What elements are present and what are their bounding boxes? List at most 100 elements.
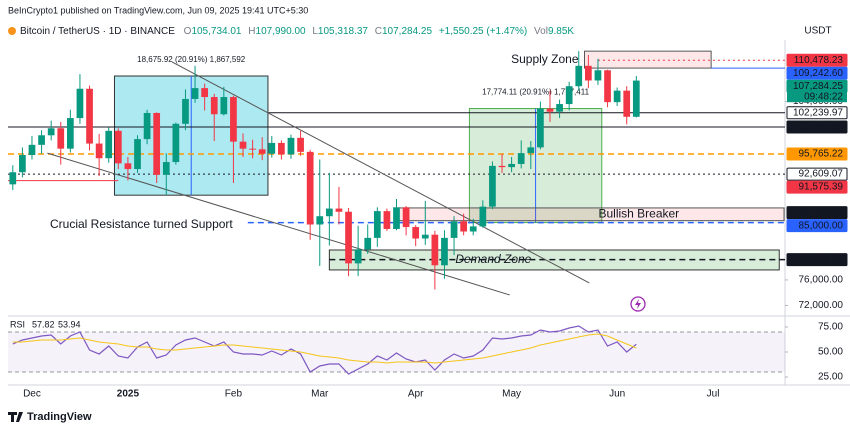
candle-body [172,123,180,163]
volume-key: Vol [534,26,548,37]
ohlc-key: C [375,26,382,37]
alert-bolt [635,299,641,309]
ohlc-value: 105,318.37 [318,26,368,37]
y-tick-label: 25.00 [818,372,843,383]
price-label-box [786,66,848,80]
candle-body [460,221,468,232]
candle-body [623,90,631,117]
countdown-box [787,91,847,103]
currency: USDT [804,26,831,37]
brand: TradingView [27,411,92,423]
price-label: 91,575.39 [799,182,844,193]
candle-body [489,165,496,207]
candle-body [9,172,17,185]
candle-body [565,86,573,105]
x-tick-label: Jun [609,389,625,400]
price-label-box [786,106,848,120]
candle-body [38,135,45,145]
price-label: 102,239.97 [793,107,843,118]
candle-body [278,142,285,155]
zone-label: Supply Zone [511,52,579,66]
x-tick-label: Apr [408,389,424,400]
price-label-box [786,180,848,194]
candle-body [527,147,535,154]
ohlc-key: H [248,26,255,37]
price-label: 107,284.25 [793,81,843,92]
candle-body [47,128,55,136]
candle-body [421,234,429,239]
candle-body [594,70,602,81]
zone [584,50,712,69]
candle-body [373,211,381,238]
candle-body [441,237,448,266]
rsi-line [12,333,637,364]
y-tick-label: 50.00 [818,347,843,358]
annotation: Crucial Resistance turned Support [50,217,233,231]
rsi-line [12,325,637,375]
candle-body [220,97,228,115]
candle-body [546,108,554,112]
candle-body [95,143,103,159]
candle-body [345,211,352,264]
y-tick-label: 72,000.00 [799,300,844,311]
candle-body [153,112,161,175]
candle-body [134,139,141,170]
candle-body [143,112,151,140]
candle-body [268,142,276,154]
zone [396,207,785,222]
candle-body [28,144,36,156]
symbol-icon [8,27,16,35]
candle-body [57,128,65,149]
x-tick-label: May [502,389,521,400]
candle-body [182,98,189,124]
x-tick-label: Mar [311,389,329,400]
price-label-box [786,120,848,134]
candle-body [508,163,515,168]
y-tick-label: 75.00 [818,322,843,333]
zone-label: Bullish Breaker [598,206,679,220]
candle-body [613,90,621,103]
candle-body [105,130,113,159]
candle-body [76,88,84,119]
ohlc-key: L [312,26,318,37]
candle-body [402,207,410,228]
price-label: 85,000.00 [799,220,844,231]
price-label: 79,186.33 [799,254,844,265]
trendline [171,61,590,284]
price-label-box [786,147,848,161]
candle-body [450,221,458,238]
candle-body [632,80,640,117]
candle-body [604,70,611,103]
trendline [47,152,510,296]
candle-body [335,208,343,212]
candle-body [383,211,391,229]
candle-body [412,227,420,239]
price-label-box [786,253,848,267]
ohlc-value: 105,734.01 [191,26,241,37]
rsi-title: RSI [10,319,25,329]
countdown: 09:48:22 [804,91,843,102]
ohlc-value: 107,990.00 [256,26,306,37]
candle-body [210,97,218,115]
price-label: 86,562.45 [799,207,844,218]
price-label: 95,765.22 [799,149,844,160]
candle-body [249,148,256,150]
measure-label: 17,774.11 (20.91%) 1,777,411 [482,88,589,97]
price-label-box [786,53,848,67]
y-tick-label: 76,000.00 [799,275,844,286]
change: +1,550.25 (+1.47%) [439,26,527,37]
symbol-line: Bitcoin / TetherUS · 1D · BINANCE O105,7… [20,26,574,37]
price-label: 100,000.00 [793,122,843,133]
candle-body [297,137,304,152]
price-label-box [786,219,848,233]
rsi-value: 53.94 [58,319,81,329]
candle-body [258,149,266,154]
price-label: 110,478.23 [794,55,844,66]
published-line: BeInCrypto1 published on TradingView.com… [8,5,308,15]
candle-body [575,65,583,87]
candle-body [479,206,487,227]
x-tick-label: Jul [707,389,720,400]
candle-body [287,137,295,155]
measure-label: 18,675.92 (20.91%) 1,867,592 [137,55,246,64]
ohlc-value: 107,284.25 [382,26,432,37]
